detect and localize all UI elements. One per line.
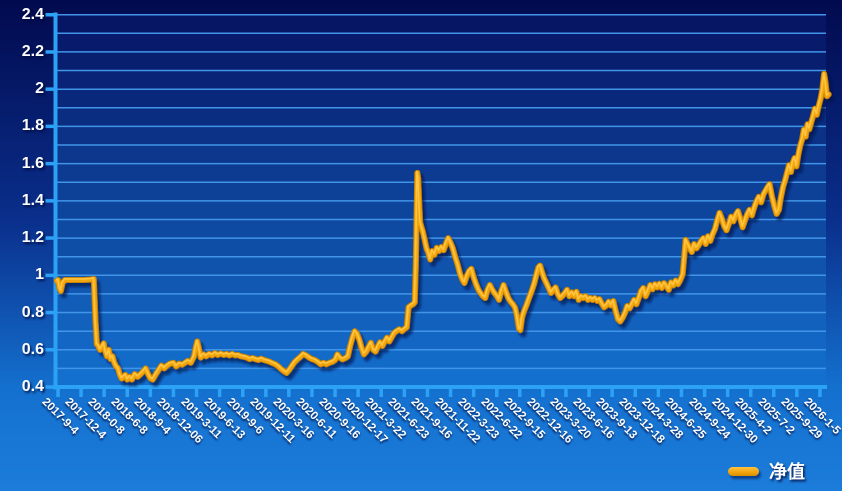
y-tick <box>45 273 55 278</box>
plot-band <box>53 368 826 388</box>
y-axis-label: 2.2 <box>21 43 44 60</box>
y-axis-label: 1.2 <box>21 229 44 246</box>
series-line-edge <box>53 70 832 383</box>
plot-band <box>53 33 826 52</box>
plot-band <box>53 219 826 239</box>
plot-band <box>53 107 826 127</box>
legend-line-swatch <box>728 466 759 476</box>
x-tick <box>287 388 291 397</box>
gridlines <box>53 13 826 370</box>
x-tick <box>795 388 799 397</box>
x-tick <box>633 388 637 397</box>
plot-band <box>53 163 826 183</box>
x-tick <box>772 388 776 397</box>
y-axis-label: 0.8 <box>21 304 44 321</box>
x-tick <box>679 388 684 397</box>
net-value-line <box>53 70 832 383</box>
y-axis-label: 2 <box>35 80 44 97</box>
y-tick <box>45 236 55 240</box>
series-line <box>54 71 831 382</box>
y-tick <box>45 199 55 203</box>
x-tick <box>425 388 430 397</box>
y-tick <box>45 124 55 129</box>
y-axis-label: 0.6 <box>21 341 44 358</box>
x-tick <box>79 388 83 397</box>
x-tick <box>471 388 476 397</box>
y-tick <box>45 161 55 166</box>
plot-band <box>53 293 826 313</box>
plot-band <box>53 89 826 108</box>
x-axis-line <box>53 385 827 389</box>
legend-label: 净值 <box>769 462 805 482</box>
x-tick <box>194 388 199 397</box>
y-axis-label: 0.4 <box>21 378 44 395</box>
x-tick <box>402 388 407 397</box>
x-tick <box>518 388 522 397</box>
x-tick <box>102 388 106 397</box>
x-tick <box>702 388 707 397</box>
x-tick <box>333 388 337 397</box>
plot-band <box>53 14 826 34</box>
x-tick <box>125 388 129 397</box>
x-tick <box>495 388 499 397</box>
plot-band <box>53 145 826 164</box>
x-tick <box>448 388 453 397</box>
y-tick <box>45 310 55 315</box>
y-axis-label: 1.8 <box>21 117 44 134</box>
axes <box>45 12 827 397</box>
y-tick <box>45 13 55 17</box>
y-axis-label: 1 <box>35 266 44 283</box>
x-tick <box>379 388 383 397</box>
x-tick <box>241 388 245 397</box>
plot-band <box>53 126 826 146</box>
x-tick <box>356 388 360 397</box>
x-tick <box>564 388 568 397</box>
plot-band <box>53 349 826 369</box>
plot-area-bands <box>53 14 826 388</box>
legend: 净值 <box>728 458 805 484</box>
plot-band <box>53 256 826 276</box>
x-tick <box>310 388 314 397</box>
plot-band <box>53 182 826 201</box>
plot-band <box>53 70 826 90</box>
plot-band <box>53 331 826 350</box>
x-tick <box>264 388 268 397</box>
y-tick <box>45 348 55 352</box>
x-tick <box>217 388 222 397</box>
plot-band <box>53 200 826 220</box>
x-tick <box>749 388 753 397</box>
plot-band <box>53 312 826 332</box>
x-tick <box>148 388 153 397</box>
x-tick <box>171 388 176 397</box>
y-axis-label: 1.4 <box>21 192 44 209</box>
y-axis-label: 1.6 <box>21 155 44 172</box>
y-axis-label: 2.4 <box>21 6 44 23</box>
x-tick <box>656 388 661 397</box>
x-tick <box>587 388 591 397</box>
x-tick <box>818 388 822 397</box>
series-line-highlight <box>55 72 830 380</box>
plot-band <box>53 51 826 71</box>
plot-band <box>53 275 826 294</box>
y-tick <box>45 385 55 389</box>
x-tick <box>725 388 730 397</box>
x-tick <box>56 388 60 397</box>
y-tick <box>45 50 55 54</box>
plot-band <box>53 238 826 257</box>
x-tick <box>610 388 614 397</box>
y-axis-line <box>53 12 58 390</box>
x-tick <box>541 388 545 397</box>
y-tick <box>45 87 55 91</box>
